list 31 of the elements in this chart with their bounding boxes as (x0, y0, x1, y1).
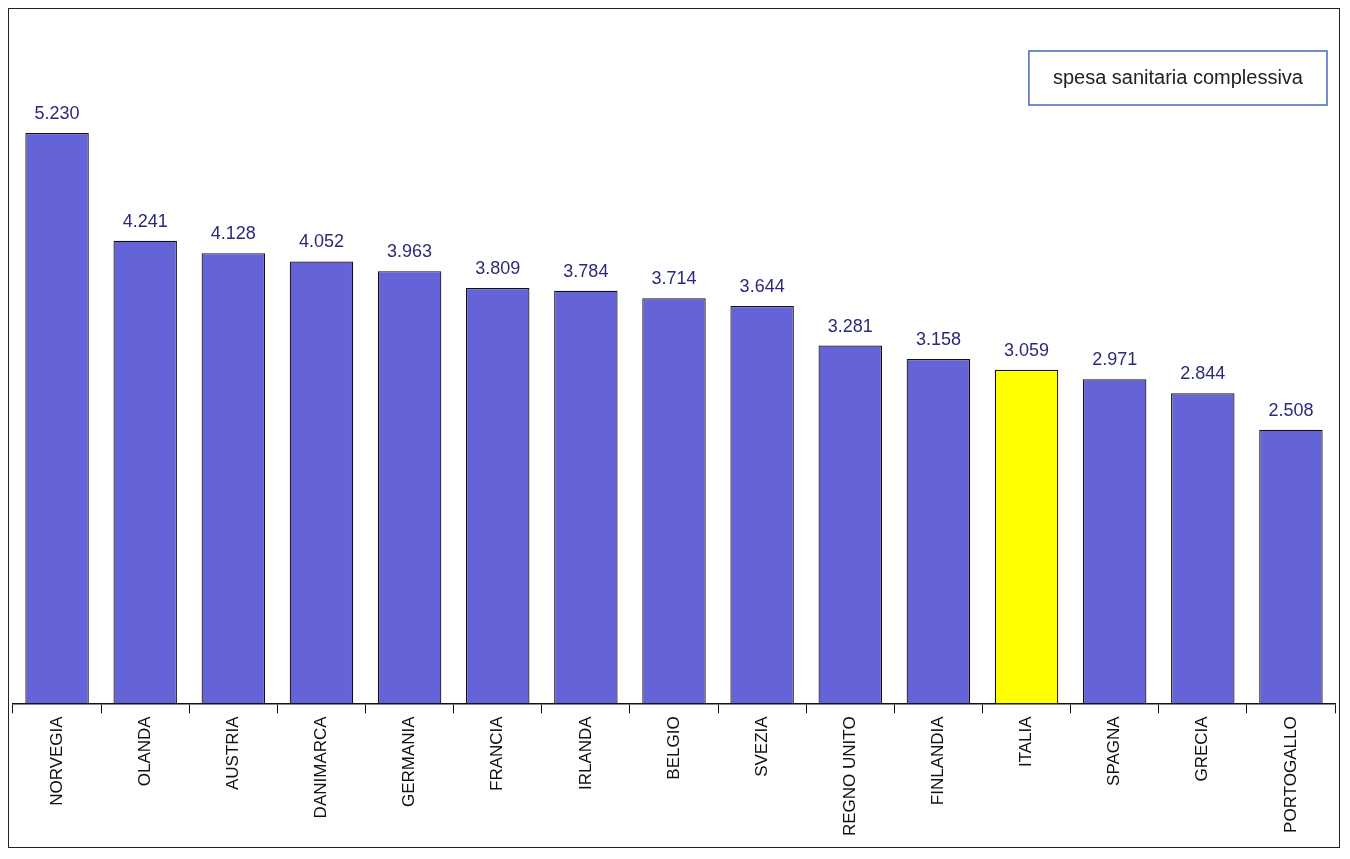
data-label: 3.059 (1004, 339, 1050, 360)
x-tick-label: SPAGNA (1104, 715, 1124, 786)
text: spesa sanitaria complessiva (1052, 65, 1304, 88)
data-label: 3.714 (651, 268, 697, 289)
x-tick-label: REGNO UNITO (839, 716, 859, 836)
data-label: 3.784 (563, 260, 609, 281)
data-label: 3.963 (387, 241, 433, 262)
data-label: 2.844 (1180, 363, 1226, 384)
x-tick-label: OLANDA (134, 715, 154, 787)
x-tick-label: IRLANDA (575, 715, 595, 791)
data-label: 5.230 (34, 102, 80, 123)
x-tick-label: ITALIA (1016, 715, 1036, 768)
x-tick-label: NORVEGIA (46, 715, 66, 806)
x-tick-label: DANIMARCA (311, 715, 331, 819)
data-label: 4.241 (122, 210, 168, 231)
x-tick-label: PORTOGALLO (1280, 716, 1300, 833)
data-label: 2.971 (1092, 349, 1138, 370)
x-tick-label: GRECIA (1192, 715, 1212, 782)
x-tick-label: BELGIO (663, 716, 683, 780)
data-label: 3.644 (739, 275, 785, 296)
x-tick-label: FRANCIA (487, 715, 507, 791)
data-label: 4.128 (210, 223, 256, 244)
x-tick-label: FINLANDIA (928, 715, 948, 806)
data-label: 2.508 (1268, 399, 1314, 420)
data-label: 3.809 (475, 257, 521, 278)
x-tick-label: GERMANIA (399, 715, 419, 808)
data-label: 3.281 (827, 315, 873, 336)
x-tick-label: SVEZIA (751, 715, 771, 777)
x-tick-label: AUSTRIA (223, 715, 243, 791)
data-label: 3.158 (915, 328, 961, 349)
data-label: 4.052 (298, 231, 344, 252)
